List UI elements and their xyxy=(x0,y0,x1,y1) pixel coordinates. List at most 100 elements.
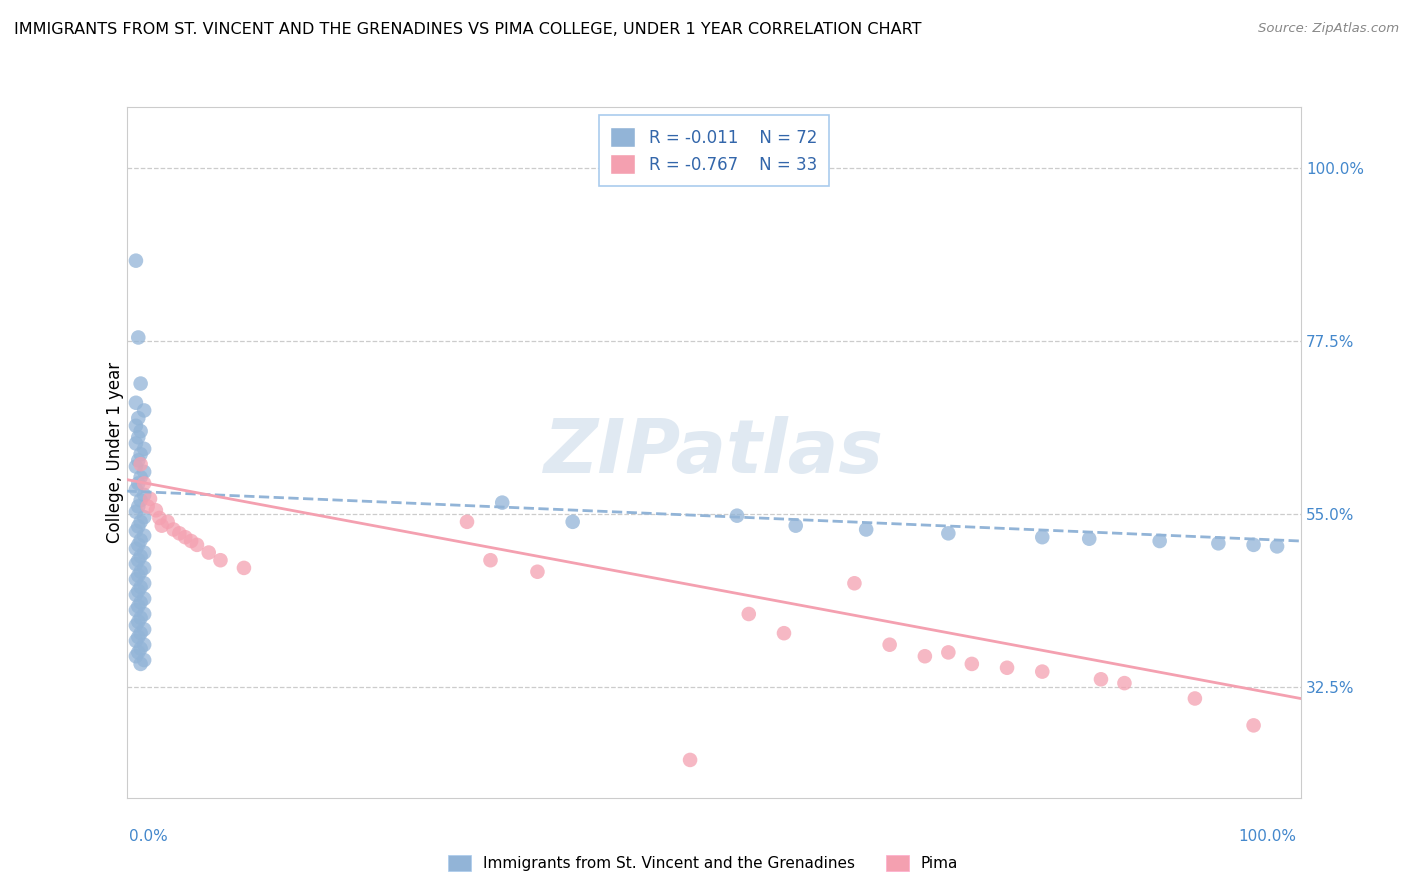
Point xyxy=(169,526,191,541)
Point xyxy=(127,568,149,582)
Point xyxy=(162,523,184,537)
Point xyxy=(855,523,877,537)
Point xyxy=(127,411,149,425)
Point xyxy=(127,430,149,444)
Point xyxy=(129,424,152,438)
Point xyxy=(125,396,148,410)
Point xyxy=(127,538,149,552)
Point xyxy=(129,470,152,484)
Text: 100.0%: 100.0% xyxy=(1239,830,1296,844)
Point xyxy=(561,515,583,529)
Point xyxy=(134,442,156,456)
Point xyxy=(129,580,152,594)
Legend: Immigrants from St. Vincent and the Grenadines, Pima: Immigrants from St. Vincent and the Gren… xyxy=(441,849,965,877)
Point xyxy=(773,626,796,640)
Point xyxy=(1149,534,1171,549)
Point xyxy=(125,603,148,617)
Point xyxy=(125,436,148,450)
Point xyxy=(129,457,152,471)
Point xyxy=(738,607,761,621)
Point xyxy=(125,557,148,571)
Point xyxy=(127,476,149,491)
Point xyxy=(129,595,152,609)
Point xyxy=(125,573,148,587)
Point xyxy=(209,553,232,567)
Point xyxy=(134,465,156,479)
Point xyxy=(127,500,149,514)
Text: Source: ZipAtlas.com: Source: ZipAtlas.com xyxy=(1258,22,1399,36)
Point xyxy=(129,515,152,529)
Point xyxy=(150,518,173,533)
Point xyxy=(134,545,156,559)
Point xyxy=(134,576,156,591)
Point xyxy=(125,541,148,556)
Point xyxy=(145,503,167,517)
Point xyxy=(148,511,170,525)
Y-axis label: College, Under 1 year: College, Under 1 year xyxy=(107,362,124,543)
Point xyxy=(1243,538,1265,552)
Point xyxy=(491,495,513,509)
Point xyxy=(127,519,149,533)
Point xyxy=(1184,691,1206,706)
Point xyxy=(1114,676,1136,690)
Point xyxy=(127,553,149,567)
Point xyxy=(129,549,152,564)
Text: IMMIGRANTS FROM ST. VINCENT AND THE GRENADINES VS PIMA COLLEGE, UNDER 1 YEAR COR: IMMIGRANTS FROM ST. VINCENT AND THE GREN… xyxy=(14,22,921,37)
Point xyxy=(139,491,162,506)
Point xyxy=(456,515,478,529)
Point xyxy=(180,534,202,549)
Point xyxy=(134,510,156,524)
Point xyxy=(127,584,149,599)
Point xyxy=(186,538,208,552)
Point xyxy=(129,641,152,656)
Point xyxy=(844,576,866,591)
Point xyxy=(1031,665,1053,679)
Point xyxy=(1208,536,1230,550)
Point xyxy=(127,630,149,644)
Point xyxy=(1265,540,1288,554)
Point xyxy=(129,447,152,461)
Point xyxy=(785,518,807,533)
Point xyxy=(134,653,156,667)
Point xyxy=(129,376,152,391)
Point xyxy=(960,657,983,671)
Point xyxy=(125,524,148,538)
Legend: R = -0.011    N = 72, R = -0.767    N = 33: R = -0.011 N = 72, R = -0.767 N = 33 xyxy=(599,115,828,186)
Point xyxy=(134,623,156,637)
Point xyxy=(129,533,152,548)
Point xyxy=(914,649,936,664)
Point xyxy=(1078,532,1101,546)
Point xyxy=(125,618,148,632)
Point xyxy=(1243,718,1265,732)
Point xyxy=(125,633,148,648)
Point xyxy=(134,403,156,417)
Point xyxy=(679,753,702,767)
Point xyxy=(127,453,149,467)
Point xyxy=(125,649,148,664)
Point xyxy=(134,488,156,502)
Point xyxy=(125,253,148,268)
Point xyxy=(879,638,901,652)
Point xyxy=(233,561,256,575)
Point xyxy=(479,553,502,567)
Point xyxy=(134,591,156,606)
Point xyxy=(125,588,148,602)
Point xyxy=(136,500,159,514)
Point xyxy=(134,561,156,575)
Point xyxy=(197,545,219,559)
Point xyxy=(125,505,148,519)
Point xyxy=(134,607,156,621)
Point xyxy=(127,645,149,659)
Point xyxy=(129,657,152,671)
Point xyxy=(125,483,148,497)
Point xyxy=(129,493,152,508)
Point xyxy=(127,599,149,614)
Point xyxy=(936,645,959,659)
Point xyxy=(125,418,148,433)
Point xyxy=(129,565,152,579)
Point xyxy=(174,530,197,544)
Point xyxy=(125,459,148,474)
Point xyxy=(725,508,748,523)
Point xyxy=(129,611,152,625)
Point xyxy=(526,565,548,579)
